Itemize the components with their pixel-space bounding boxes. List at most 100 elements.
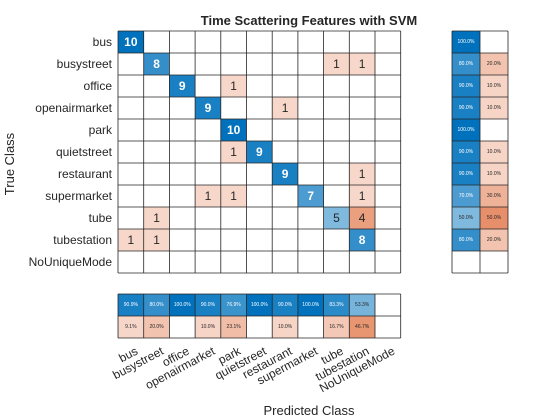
matrix-cell [349, 229, 375, 251]
matrix-grid [117, 30, 402, 274]
y-tick-label: quietstreet [56, 145, 113, 159]
row-summary-value: 20.0% [487, 237, 502, 243]
row-summary-value: 70.0% [459, 193, 474, 199]
column-summary-cell [118, 316, 144, 338]
matrix-cell-value: 4 [359, 211, 366, 225]
matrix-cell-value: 1 [333, 57, 340, 71]
matrix-cell [349, 207, 375, 229]
column-summary-cell [349, 294, 375, 316]
column-summary-value: 100.0% [302, 302, 320, 308]
matrix-cell-value: 1 [128, 233, 135, 247]
column-summary-cell [195, 316, 221, 338]
row-summary-value: 100.0% [458, 127, 476, 133]
row-summary-cell [480, 229, 508, 251]
column-summary-value: 53.3% [355, 302, 370, 308]
column-summary-cell [323, 316, 350, 338]
matrix-cell [169, 75, 196, 97]
matrix-cell-value: 1 [153, 233, 160, 247]
matrix-cell-value: 5 [333, 211, 340, 225]
matrix-cell-value: 1 [205, 189, 212, 203]
matrix-cell-value: 1 [359, 189, 366, 203]
matrix-cell [272, 163, 298, 185]
matrix-cell [195, 185, 221, 207]
column-summary-cell [272, 294, 298, 316]
row-summary-cell [452, 97, 480, 119]
matrix-cell-value: 9 [256, 145, 263, 159]
matrix-cell-value: 9 [179, 79, 186, 93]
row-summary-value: 10.0% [487, 171, 502, 177]
chart-title: Time Scattering Features with SVM [201, 13, 417, 28]
row-summary-value: 80.0% [459, 237, 474, 243]
matrix-cell-value: 1 [282, 101, 289, 115]
column-summary-value: 46.7% [355, 324, 370, 330]
y-tick-label: supermarket [45, 189, 112, 203]
column-summary-value: 100.0% [251, 302, 269, 308]
matrix-cell-value: 7 [307, 189, 314, 203]
column-summary-value: 76.9% [227, 302, 242, 308]
y-tick-label: tube [89, 211, 113, 225]
row-summary-value: 80.0% [459, 61, 474, 67]
column-summary-value: 90.0% [201, 302, 216, 308]
column-summary-value: 80.0% [149, 302, 164, 308]
y-tick-label: office [84, 79, 113, 93]
row-summary-value: 100.0% [458, 39, 476, 45]
column-summary-value: 100.0% [174, 302, 192, 308]
y-tick-label: restaurant [58, 167, 113, 181]
row-summary-cell [452, 53, 480, 75]
row-summary-value: 90.0% [459, 149, 474, 155]
matrix-cell [297, 185, 324, 207]
matrix-cell [323, 53, 350, 75]
column-summary-value: 16.7% [329, 324, 344, 330]
matrix-cell [349, 185, 375, 207]
row-summary-value: 30.0% [487, 193, 502, 199]
row-summary-cell [452, 75, 480, 97]
matrix-cell-value: 1 [230, 189, 237, 203]
matrix-cell-value: 1 [359, 57, 366, 71]
row-summary-cell [452, 207, 480, 229]
column-summary-cell [323, 294, 350, 316]
row-summary-cell [480, 97, 508, 119]
y-tick-labels: bus busystreet office openairmarket park quie… [29, 35, 113, 269]
column-summary-cell [169, 294, 196, 316]
row-summary-value: 90.0% [459, 105, 474, 111]
column-summary-cell [246, 294, 273, 316]
matrix-cell [323, 207, 350, 229]
y-tick-label: bus [93, 35, 112, 49]
matrix-cell [349, 163, 375, 185]
matrix-cell [143, 229, 170, 251]
matrix-cell-value: 10 [124, 35, 138, 49]
row-summary-grid [451, 30, 509, 274]
column-summary-cell [143, 316, 170, 338]
column-summary-value: 90.0% [278, 302, 293, 308]
column-summary-value: 83.3% [329, 302, 344, 308]
row-summary-value: 50.0% [459, 215, 474, 221]
row-summary-cell [452, 119, 480, 141]
column-summary-cell [297, 294, 324, 316]
matrix-cell [272, 97, 298, 119]
column-summary-value: 20.0% [149, 324, 164, 330]
matrix-cell [118, 31, 144, 53]
row-summary-value: 90.0% [459, 83, 474, 89]
row-summary-cell [480, 75, 508, 97]
row-summary-cell [480, 207, 508, 229]
matrix-cell [143, 53, 170, 75]
x-axis-label: Predicted Class [263, 403, 355, 418]
row-summary-cell [480, 141, 508, 163]
row-summary-value: 90.0% [459, 171, 474, 177]
row-summary-cell [480, 163, 508, 185]
x-tick-labels: busbusystreetofficeopenairmarketparkquie… [110, 343, 397, 395]
column-summary-value: 23.1% [227, 324, 242, 330]
row-summary-cell [452, 141, 480, 163]
y-axis-label: True Class [2, 132, 17, 195]
column-summary-panel: 90.9% 9.1% 80.0% 20.0% 100.0% 90.0% 10.0% 76.9%… [117, 293, 402, 339]
matrix-cell [220, 119, 247, 141]
column-summary-value: 90.9% [124, 302, 139, 308]
y-tick-label: park [89, 123, 113, 137]
matrix-cell [118, 229, 144, 251]
matrix-cell-value: 1 [359, 167, 366, 181]
column-summary-cell [195, 294, 221, 316]
row-summary-cell [452, 163, 480, 185]
row-summary-cell [452, 31, 480, 53]
y-tick-label: openairmarket [35, 101, 112, 115]
